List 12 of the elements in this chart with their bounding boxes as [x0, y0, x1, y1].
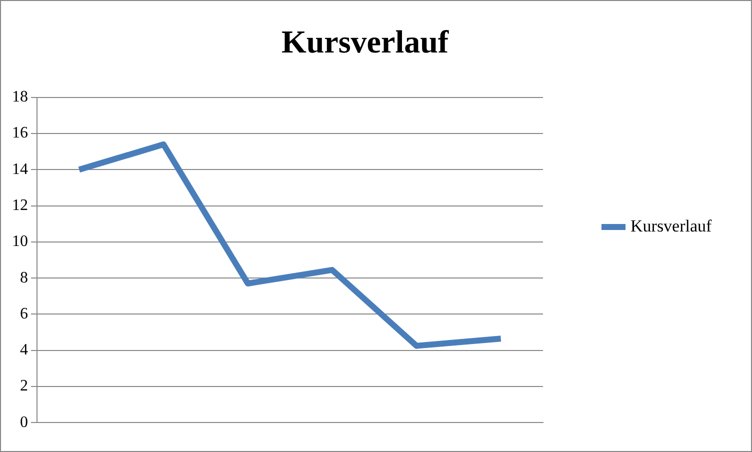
legend-label: Kursverlauf — [630, 216, 712, 236]
y-tick-label: 14 — [12, 160, 28, 178]
y-tick-label: 2 — [20, 378, 28, 395]
y-tick-label: 6 — [20, 305, 28, 322]
y-tick-label: 16 — [12, 124, 28, 142]
chart-title: Kursverlauf — [281, 23, 449, 60]
y-tick-label: 10 — [12, 233, 28, 250]
y-tick-label: 18 — [12, 88, 28, 106]
y-tick-label: 12 — [12, 197, 28, 214]
y-tick-label: 4 — [20, 342, 28, 359]
y-tick-label: 8 — [20, 269, 28, 286]
y-tick-label: 0 — [20, 414, 28, 431]
